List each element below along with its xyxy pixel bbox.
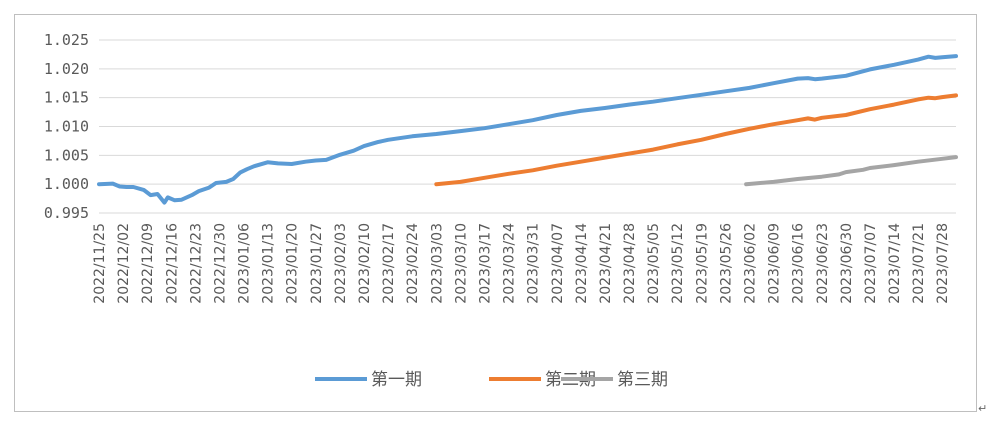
x-tick-label: 2023/06/16 — [791, 223, 807, 304]
chart-frame: 0.995 1.000 1.005 1.010 1.015 1.020 1.025 2022… — [14, 14, 977, 412]
x-tick-label: 2022/11/25 — [92, 223, 108, 304]
legend-label-1: 第一期 — [371, 370, 422, 390]
y-tick-label: 1.005 — [44, 146, 89, 164]
x-tick-label: 2023/04/14 — [574, 223, 590, 304]
x-tick-label: 2022/12/23 — [188, 223, 204, 304]
x-tick-label: 2023/01/20 — [285, 223, 301, 304]
x-tick-label: 2023/01/13 — [261, 223, 277, 304]
x-tick-label: 2023/03/31 — [526, 223, 542, 304]
x-tick-label: 2023/04/28 — [622, 223, 638, 304]
x-axis-ticks: 2022/11/25 2022/12/02 2022/12/09 2022/12/16… — [92, 223, 951, 304]
x-tick-label: 2023/03/17 — [477, 223, 493, 304]
legend: 第一期第二期第三期 — [315, 370, 668, 390]
x-tick-label: 2023/06/09 — [767, 223, 783, 304]
legend-label-3: 第三期 — [617, 370, 668, 390]
series-line-3 — [744, 155, 958, 187]
x-tick-label: 2023/03/24 — [502, 223, 518, 304]
x-tick-label: 2023/01/27 — [309, 223, 325, 304]
x-tick-label: 2023/02/24 — [405, 223, 421, 304]
y-axis-ticks: 0.995 1.000 1.005 1.010 1.015 1.020 1.025 — [44, 31, 89, 222]
x-tick-label: 2023/02/10 — [357, 223, 373, 304]
x-tick-label: 2023/02/03 — [333, 223, 349, 304]
x-tick-label: 2023/04/07 — [550, 223, 566, 304]
series-line-1 — [97, 54, 958, 205]
y-tick-label: 1.015 — [44, 89, 89, 107]
x-tick-label: 2023/07/21 — [911, 223, 927, 304]
gridlines — [99, 39, 956, 214]
x-tick-label: 2023/05/12 — [670, 223, 686, 304]
x-tick-label: 2023/05/26 — [718, 223, 734, 304]
series-lines — [97, 54, 958, 205]
x-tick-label: 2023/01/06 — [237, 223, 253, 304]
x-tick-label: 2023/06/23 — [815, 223, 831, 304]
paragraph-mark: ↵ — [978, 402, 988, 415]
y-tick-label: 0.995 — [44, 204, 89, 222]
x-tick-label: 2023/07/14 — [887, 223, 903, 304]
y-tick-label: 1.020 — [44, 60, 89, 78]
x-tick-label: 2023/05/05 — [646, 223, 662, 304]
line-chart: 0.995 1.000 1.005 1.010 1.015 1.020 1.025 2022… — [44, 31, 958, 390]
x-tick-label: 2023/04/21 — [598, 223, 614, 304]
x-tick-label: 2023/03/10 — [453, 223, 469, 304]
x-tick-label: 2023/06/02 — [742, 223, 758, 304]
x-tick-label: 2023/02/17 — [381, 223, 397, 304]
y-tick-label: 1.010 — [44, 118, 89, 136]
y-tick-label: 1.000 — [44, 175, 89, 193]
x-tick-label: 2022/12/16 — [164, 223, 180, 304]
series-line-2 — [434, 93, 958, 187]
x-tick-label: 2023/06/30 — [839, 223, 855, 304]
x-tick-label: 2023/05/19 — [694, 223, 710, 304]
y-tick-label: 1.025 — [44, 31, 89, 49]
x-tick-label: 2023/07/07 — [863, 223, 879, 304]
x-tick-label: 2023/03/03 — [429, 223, 445, 304]
x-tick-label: 2022/12/09 — [140, 223, 156, 304]
x-tick-label: 2022/12/30 — [212, 223, 228, 304]
x-tick-label: 2022/12/02 — [116, 223, 132, 304]
x-tick-label: 2023/07/28 — [935, 223, 951, 304]
